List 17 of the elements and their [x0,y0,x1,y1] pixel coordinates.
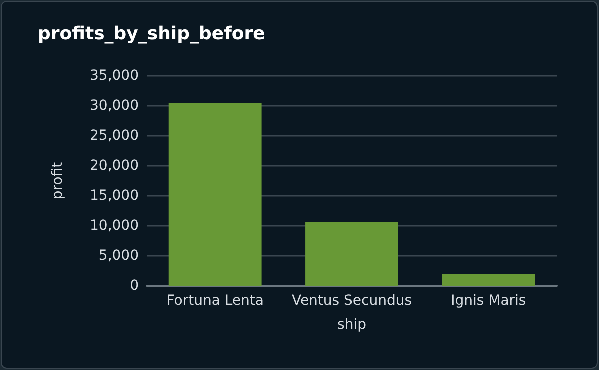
y-tick-label: 0 [130,278,139,294]
y-tick-label: 20,000 [90,158,139,174]
y-axis-title: profit [50,162,66,200]
y-tick-label: 35,000 [90,68,139,84]
chart-title: profits_by_ship_before [38,24,266,44]
x-tick-label: Ventus Secundus [292,293,412,309]
x-tick-label: Fortuna Lenta [166,293,264,309]
y-tick-label: 10,000 [90,218,139,234]
y-tick-label: 30,000 [90,98,139,114]
y-tick-label: 15,000 [90,188,139,204]
y-tick-label: 5,000 [98,248,139,264]
bar [306,222,398,286]
bar [168,103,262,286]
x-tick-label: Ignis Maris [451,293,526,309]
x-axis-title: ship [338,317,367,333]
y-tick-label: 25,000 [90,128,139,144]
bar [442,274,536,286]
